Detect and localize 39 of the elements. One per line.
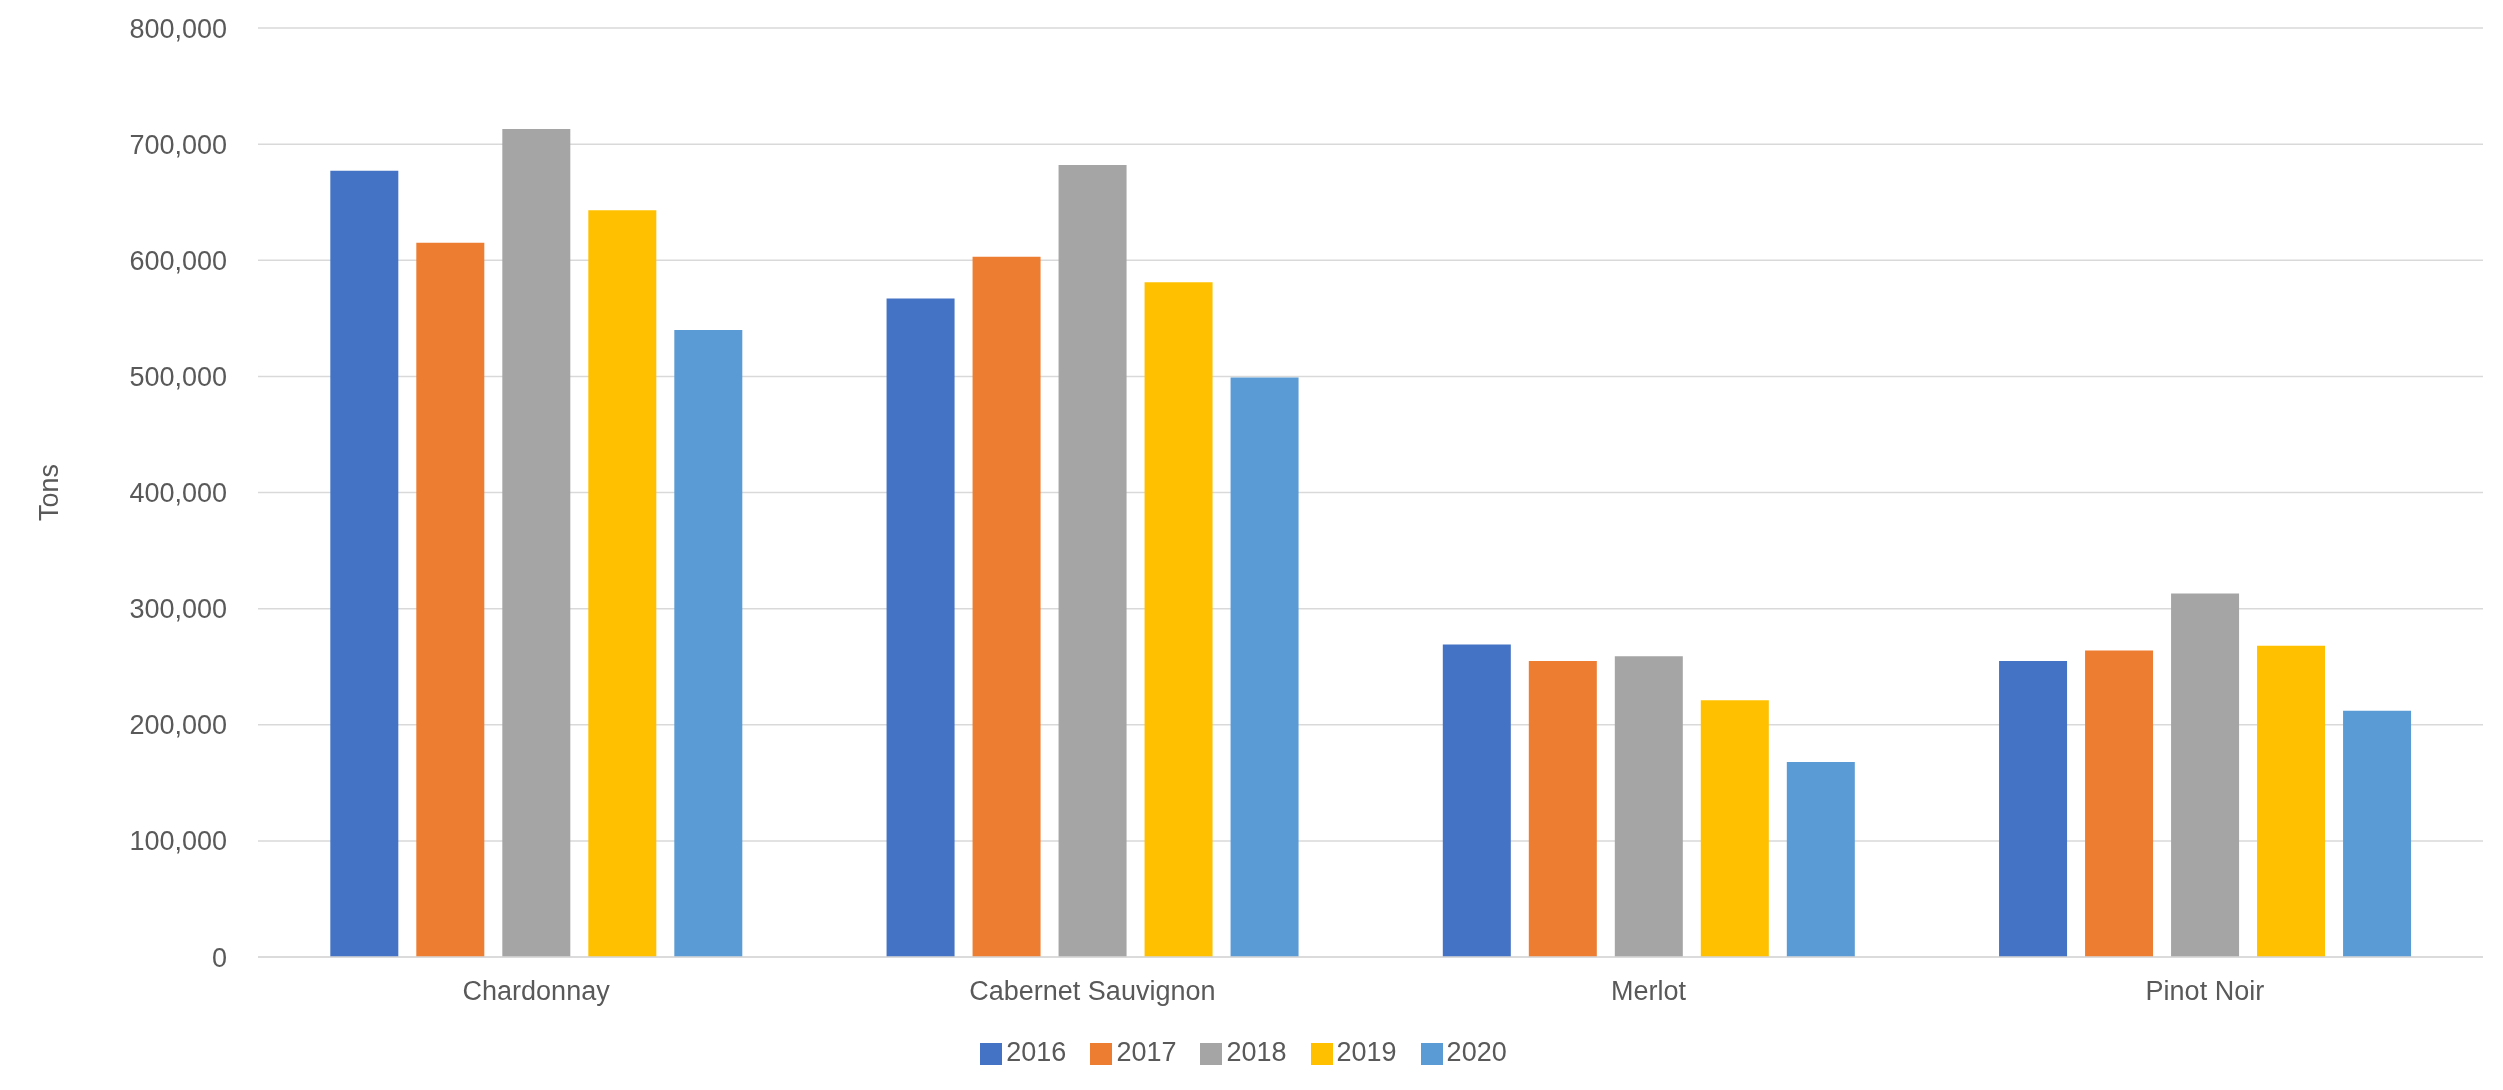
bar (1528, 660, 1597, 957)
x-tick-label: Chardonnay (462, 976, 611, 1007)
legend-label: 2018 (1226, 1037, 1287, 1067)
x-tick-label: Cabernet Sauvignon (969, 976, 1216, 1007)
y-tick-label: 200,000 (129, 710, 227, 741)
legend-label: 2017 (1116, 1037, 1177, 1067)
y-tick-label: 0 (211, 942, 227, 973)
bar (2085, 650, 2154, 957)
bar (330, 170, 399, 957)
y-tick-label: 300,000 (129, 594, 227, 625)
bar (1700, 700, 1769, 957)
y-tick-label: 800,000 (129, 13, 227, 44)
y-axis-title: Tons (33, 463, 64, 522)
bar (1786, 761, 1855, 957)
bar (1144, 282, 1213, 957)
x-tick-label: Merlot (1611, 976, 1687, 1007)
y-tick-label: 500,000 (129, 361, 227, 392)
bar (972, 256, 1041, 957)
bar (2171, 593, 2240, 957)
bar (1058, 165, 1127, 957)
bar (1999, 660, 2068, 957)
bar (1442, 644, 1511, 957)
bar (1230, 377, 1299, 957)
bar (416, 242, 485, 957)
bar (2343, 710, 2412, 957)
bar (588, 210, 657, 957)
bar (886, 298, 955, 957)
legend-label: 2019 (1336, 1037, 1397, 1067)
x-tick-label: Pinot Noir (2145, 976, 2265, 1007)
bar (1614, 656, 1683, 957)
legend-label: 2016 (1006, 1037, 1067, 1067)
y-tick-label: 400,000 (129, 478, 227, 509)
y-tick-label: 700,000 (129, 129, 227, 160)
y-tick-label: 600,000 (129, 245, 227, 276)
y-tick-label: 100,000 (129, 826, 227, 857)
bar (674, 329, 743, 957)
bar (2257, 645, 2326, 957)
bar (502, 129, 571, 957)
legend-label: 2020 (1446, 1037, 1507, 1067)
